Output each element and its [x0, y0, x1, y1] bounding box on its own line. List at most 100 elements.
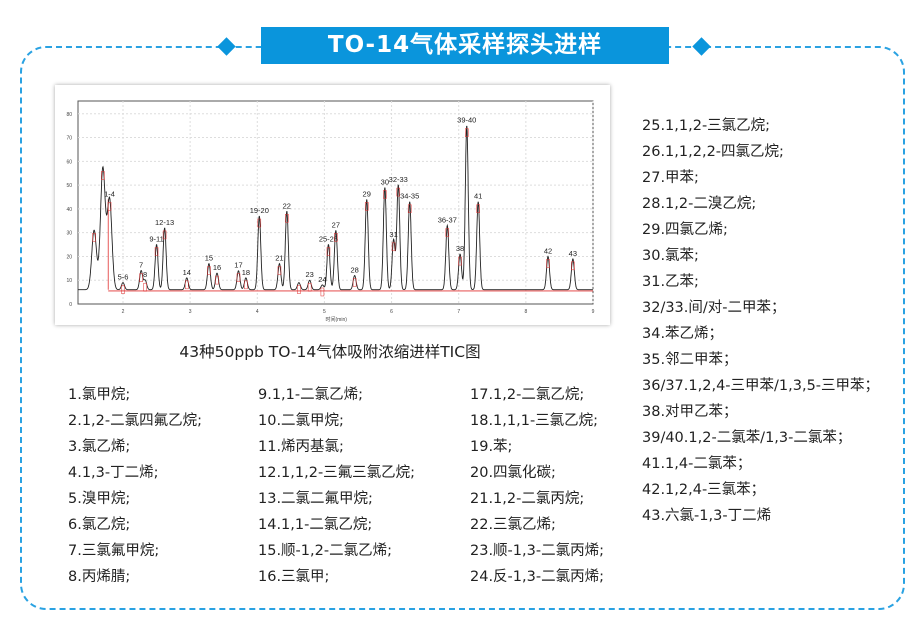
- y-tick-label: 40: [66, 207, 72, 213]
- peak-label: 22: [283, 201, 291, 210]
- compound-list-col1: 1.氯甲烷; 2.1,2-二氯四氟乙烷; 3.氯乙烯; 4.1,3-丁二烯; 5.溴甲烷…: [68, 382, 202, 590]
- x-tick-label: 6: [390, 309, 393, 315]
- peak-marker: [352, 278, 357, 287]
- compound-item: 4.1,3-丁二烯;: [68, 465, 159, 481]
- compound-item: 19.苯;: [470, 439, 513, 455]
- peak-marker: [215, 275, 219, 285]
- y-tick-label: 10: [66, 278, 72, 284]
- peak-marker: [277, 266, 282, 275]
- peak-marker: [107, 202, 112, 211]
- x-axis-label: 时间(min): [326, 316, 348, 323]
- peak-marker: [121, 285, 125, 294]
- compound-item: 3.氯乙烯;: [68, 439, 131, 455]
- page-title: TO-14气体采样探头进样: [261, 27, 669, 64]
- peak-label: 1-4: [104, 189, 115, 198]
- y-tick-label: 60: [66, 159, 72, 165]
- y-tick-label: 0: [69, 302, 72, 308]
- compound-item: 24.反-1,3-二氯丙烯;: [470, 569, 604, 585]
- compound-item: 39/40.1,2-二氯苯/1,3-二氯苯；: [642, 430, 852, 446]
- peak-label: 7: [139, 261, 143, 270]
- compound-item: 43.六氯-1,3-丁二烯: [642, 508, 772, 524]
- peak-marker: [571, 261, 575, 271]
- peak-label: 39-40: [457, 116, 476, 125]
- compound-item: 5.溴甲烷;: [68, 491, 131, 507]
- y-tick-label: 30: [66, 231, 72, 237]
- plot-area: [77, 100, 594, 305]
- peak-marker: [162, 230, 167, 240]
- x-tick-label: 4: [256, 309, 259, 315]
- peak-label: 29: [363, 189, 371, 198]
- compound-item: 23.顺-1,3-二氯丙烯;: [470, 543, 604, 559]
- compound-item: 32/33.间/对-二甲苯；: [642, 300, 786, 316]
- y-tick-label: 50: [66, 183, 72, 189]
- peak-label: 17: [234, 261, 242, 270]
- compound-item: 11.烯丙基氯;: [258, 439, 344, 455]
- compound-list-col4: 25.1,1,2-三氯乙烷; 26.1,1,2,2-四氯乙烷; 27.甲苯; 28.1…: [642, 113, 879, 529]
- peak-label: 38: [456, 244, 464, 253]
- peak-label: 12-13: [155, 218, 174, 227]
- compound-item: 2.1,2-二氯四氟乙烷;: [68, 413, 203, 429]
- compound-item: 15.顺-1,2-二氯乙烯;: [258, 543, 392, 559]
- compound-item: 36/37.1,2,4-三甲苯/1,3,5-三甲苯；: [642, 378, 880, 394]
- compound-item: 20.四氯化碳;: [470, 465, 556, 481]
- compound-item: 16.三氯甲;: [258, 569, 330, 585]
- peak-label: 15: [205, 254, 213, 263]
- compound-item: 18.1,1,1-三氯乙烷;: [470, 413, 599, 429]
- peak-label: 24: [318, 275, 326, 284]
- peak-marker: [154, 247, 159, 256]
- peak-label: 9-11: [149, 235, 163, 244]
- compound-item: 38.对甲乙苯；: [642, 404, 738, 420]
- x-tick-label: 9: [592, 309, 595, 315]
- compound-item: 31.乙苯;: [642, 274, 699, 290]
- compound-item: 14.1,1-二氯乙烷;: [258, 517, 373, 533]
- peak-marker: [326, 247, 331, 256]
- chromatogram-trace: [78, 125, 593, 291]
- peak-marker: [101, 171, 105, 180]
- compound-item: 25.1,1,2-三氯乙烷;: [642, 118, 771, 134]
- compound-item: 27.甲苯;: [642, 170, 699, 186]
- compound-item: 1.氯甲烷;: [68, 387, 131, 403]
- x-tick-label: 3: [189, 309, 192, 315]
- peak-marker: [297, 285, 301, 294]
- x-tick-label: 7: [457, 309, 460, 315]
- compound-item: 13.二氯二氟甲烷;: [258, 491, 373, 507]
- compound-item: 30.氯苯;: [642, 248, 699, 264]
- compound-item: 22.三氯乙烯;: [470, 517, 556, 533]
- compound-item: 28.1,2-二溴乙烷;: [642, 196, 757, 212]
- peak-label: 8: [143, 270, 147, 279]
- peak-marker: [320, 287, 325, 297]
- peak-marker: [257, 218, 262, 228]
- compound-item: 10.二氯甲烷;: [258, 413, 344, 429]
- peak-marker: [364, 202, 369, 211]
- peak-marker: [307, 282, 312, 292]
- peak-marker: [143, 282, 147, 292]
- peak-marker: [476, 204, 480, 213]
- peak-label: 5-6: [118, 273, 129, 282]
- compound-item: 17.1,2-二氯乙烷;: [470, 387, 585, 403]
- peak-marker: [244, 280, 248, 290]
- compound-list-col2: 9.1,1-二氯乙烯; 10.二氯甲烷; 11.烯丙基氯; 12.1,1,2-三氟三氯…: [258, 382, 415, 590]
- chromatogram-chart: 0 10 20 30 40 50 60 70 80 2 3 4 5 6 7 8 9 时间(min) 1-4 5-6 7 8…: [55, 85, 610, 325]
- peak-marker: [465, 128, 469, 137]
- peak-marker: [139, 273, 143, 282]
- peak-label: 25-26: [319, 235, 338, 244]
- compound-item: 42.1,2,4-三氯苯；: [642, 482, 766, 498]
- peak-marker: [445, 228, 450, 237]
- peak-marker: [546, 259, 550, 268]
- peak-label: 34-35: [400, 192, 419, 201]
- compound-item: 9.1,1-二氯乙烯;: [258, 387, 364, 403]
- compound-item: 29.四氯乙烯;: [642, 222, 728, 238]
- peak-label: 42: [544, 246, 552, 255]
- peak-marker: [383, 190, 387, 199]
- x-tick-label: 8: [524, 309, 527, 315]
- compound-item: 8.丙烯腈;: [68, 569, 131, 585]
- peak-marker: [458, 256, 462, 266]
- peak-label: 19-20: [250, 206, 269, 215]
- peak-label: 21: [275, 254, 283, 263]
- x-tick-label: 2: [122, 309, 125, 315]
- peak-label: 23: [305, 270, 313, 279]
- peak-label: 32-33: [389, 175, 408, 184]
- compound-list-col3: 17.1,2-二氯乙烷; 18.1,1,1-三氯乙烷; 19.苯; 20.四氯化碳; 2…: [470, 382, 604, 590]
- compound-item: 7.三氯氟甲烷;: [68, 543, 160, 559]
